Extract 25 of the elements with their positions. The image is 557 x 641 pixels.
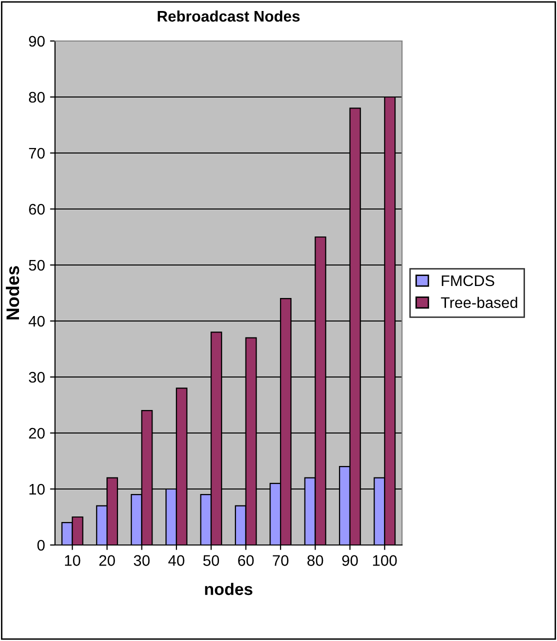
chart-title: Rebroadcast Nodes (158, 10, 300, 22)
y-tick-label: 90 (29, 36, 45, 47)
y-tick-label: 60 (29, 204, 45, 215)
x-tick-label: 40 (168, 555, 184, 566)
x-tick-label: 10 (65, 555, 80, 566)
legend-label: FMCDS (442, 275, 494, 286)
y-tick-label: 20 (29, 428, 45, 439)
y-tick-label: 10 (29, 484, 45, 495)
x-tick-label: 50 (203, 555, 220, 566)
y-tick-label: 0 (37, 540, 45, 551)
y-tick-label: 50 (28, 260, 45, 271)
y-tick-label: 30 (28, 372, 45, 383)
legend-label: Tree-based (440, 296, 518, 308)
x-tick-label: 20 (99, 555, 115, 566)
x-axis-title: nodes (205, 582, 252, 596)
x-tick-label: 70 (272, 555, 288, 566)
y-tick-label: 40 (28, 316, 45, 327)
x-tick-label: 90 (342, 555, 358, 566)
y-tick-label: 80 (28, 92, 45, 103)
x-tick-label: 100 (373, 555, 397, 566)
y-tick-label: 70 (29, 148, 45, 159)
x-tick-label: 30 (134, 555, 150, 566)
y-axis-title: Nodes (6, 266, 20, 320)
x-tick-label: 80 (307, 555, 324, 566)
x-tick-label: 60 (238, 555, 254, 566)
